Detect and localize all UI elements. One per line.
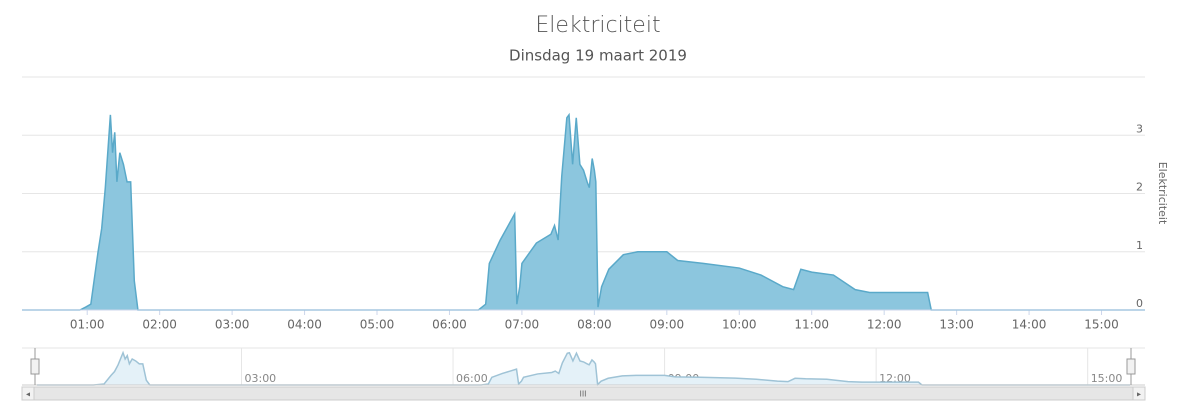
x-tick-label: 15:00 [1084, 318, 1119, 332]
x-tick-label: 04:00 [287, 318, 322, 332]
navigator-tick-label: 06:00 [456, 372, 488, 385]
x-tick-label: 08:00 [577, 318, 612, 332]
x-tick-label: 14:00 [1012, 318, 1047, 332]
chart-subtitle: Dinsdag 19 maart 2019 [509, 47, 687, 65]
area-fill [22, 114, 1145, 310]
x-tick-label: 09:00 [650, 318, 685, 332]
x-tick-label: 02:00 [142, 318, 177, 332]
y-tick-label: 1 [1136, 239, 1143, 252]
scrollbar-left-arrow[interactable]: ◂ [26, 390, 30, 399]
navigator-area-fill [37, 352, 1130, 385]
x-tick-label: 06:00 [432, 318, 467, 332]
x-tick-label: 01:00 [70, 318, 105, 332]
navigator-handle[interactable] [30, 358, 40, 375]
y-tick-label: 3 [1136, 122, 1143, 135]
area-line [22, 112, 1145, 311]
x-tick-label: 05:00 [360, 318, 395, 332]
x-tick-label: 10:00 [722, 318, 757, 332]
chart-title: Elektriciteit [535, 13, 660, 38]
x-tick-label: 12:00 [867, 318, 902, 332]
y-axis-title: Elektriciteit [1156, 162, 1169, 225]
y-tick-label: 2 [1136, 181, 1143, 194]
y-tick-label: 0 [1136, 297, 1143, 310]
scrollbar-grip: III [579, 390, 586, 399]
navigator-tick-label: 15:00 [1091, 372, 1123, 385]
scrollbar-right-arrow[interactable]: ▸ [1137, 390, 1141, 399]
navigator-tick-label: 03:00 [244, 372, 276, 385]
navigator-handle[interactable] [1126, 358, 1136, 375]
navigator-area-line [37, 350, 1130, 387]
x-tick-label: 07:00 [505, 318, 540, 332]
x-tick-label: 03:00 [215, 318, 250, 332]
x-tick-label: 11:00 [794, 318, 829, 332]
x-tick-label: 13:00 [939, 318, 974, 332]
scrollbar-thumb[interactable] [33, 386, 1134, 401]
